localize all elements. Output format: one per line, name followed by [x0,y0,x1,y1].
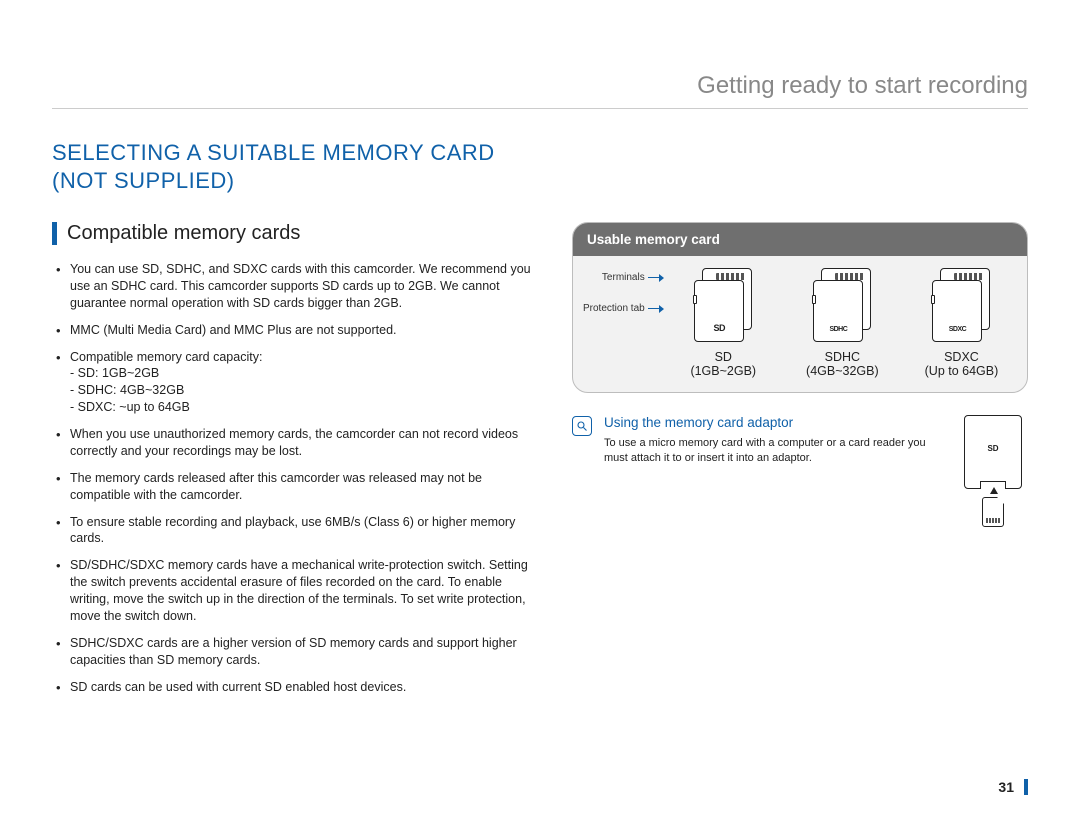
bullet-item: The memory cards released after this cam… [52,470,542,504]
card-labels: Terminals Protection tab [583,272,660,378]
section-title-line2: (NOT SUPPLIED) [52,168,235,193]
terminals-label: Terminals [583,272,660,283]
sdxc-card-cell: SDXC SDXC (Up to 64GB) [906,268,1017,378]
sdhc-card-cell: SDHC SDHC (4GB~32GB) [787,268,898,378]
bullet-item: SDHC/SDXC cards are a higher version of … [52,635,542,669]
card-box-header: Usable memory card [573,223,1027,256]
sdhc-card-icon: SDHC [813,268,871,342]
arrow-icon [648,308,660,309]
section-title-line1: SELECTING A SUITABLE MEMORY CARD [52,140,495,165]
card-name: SDXC [906,350,1017,364]
magnifier-icon [572,416,592,436]
usable-memory-card-box: Usable memory card Terminals Protection … [572,222,1028,393]
adaptor-section: Using the memory card adaptor To use a m… [572,415,1028,535]
insert-arrow-icon [990,487,998,494]
card-capacity: (4GB~32GB) [787,364,898,378]
page-number: 31 [998,779,1028,795]
subheading: Compatible memory cards [52,222,542,245]
manual-page: Getting ready to start recording SELECTI… [0,0,1080,745]
right-column: Usable memory card Terminals Protection … [572,222,1028,705]
card-name: SDHC [787,350,898,364]
section-title: SELECTING A SUITABLE MEMORY CARD (NOT SU… [52,139,1028,194]
card-capacity: (Up to 64GB) [906,364,1017,378]
bullet-item: You can use SD, SDHC, and SDXC cards wit… [52,261,542,312]
bullet-item: Compatible memory card capacity: - SD: 1… [52,349,542,417]
adaptor-desc: To use a micro memory card with a comput… [604,436,938,466]
sd-adaptor-icon: SD [964,415,1022,489]
sdxc-card-icon: SDXC [932,268,990,342]
arrow-icon [648,277,660,278]
bullet-item: MMC (Multi Media Card) and MMC Plus are … [52,322,542,339]
content-columns: Compatible memory cards You can use SD, … [52,222,1028,705]
card-capacity: (1GB~2GB) [668,364,779,378]
sd-card-icon: SD [694,268,752,342]
adaptor-text: Using the memory card adaptor To use a m… [604,415,946,466]
adaptor-title: Using the memory card adaptor [604,415,938,430]
micro-sd-icon [982,497,1004,527]
left-column: Compatible memory cards You can use SD, … [52,222,542,705]
protection-tab-label: Protection tab [583,303,660,314]
bullet-item: When you use unauthorized memory cards, … [52,426,542,460]
card-box-body: Terminals Protection tab SD [573,256,1027,392]
bullet-item: SD/SDHC/SDXC memory cards have a mechani… [52,557,542,625]
bullet-item: To ensure stable recording and playback,… [52,514,542,548]
adaptor-illustration: SD [958,415,1028,535]
card-name: SD [668,350,779,364]
bullet-list: You can use SD, SDHC, and SDXC cards wit… [52,261,542,695]
chapter-title: Getting ready to start recording [52,72,1028,109]
bullet-item: SD cards can be used with current SD ena… [52,679,542,696]
sd-card-cell: SD SD (1GB~2GB) [668,268,779,378]
